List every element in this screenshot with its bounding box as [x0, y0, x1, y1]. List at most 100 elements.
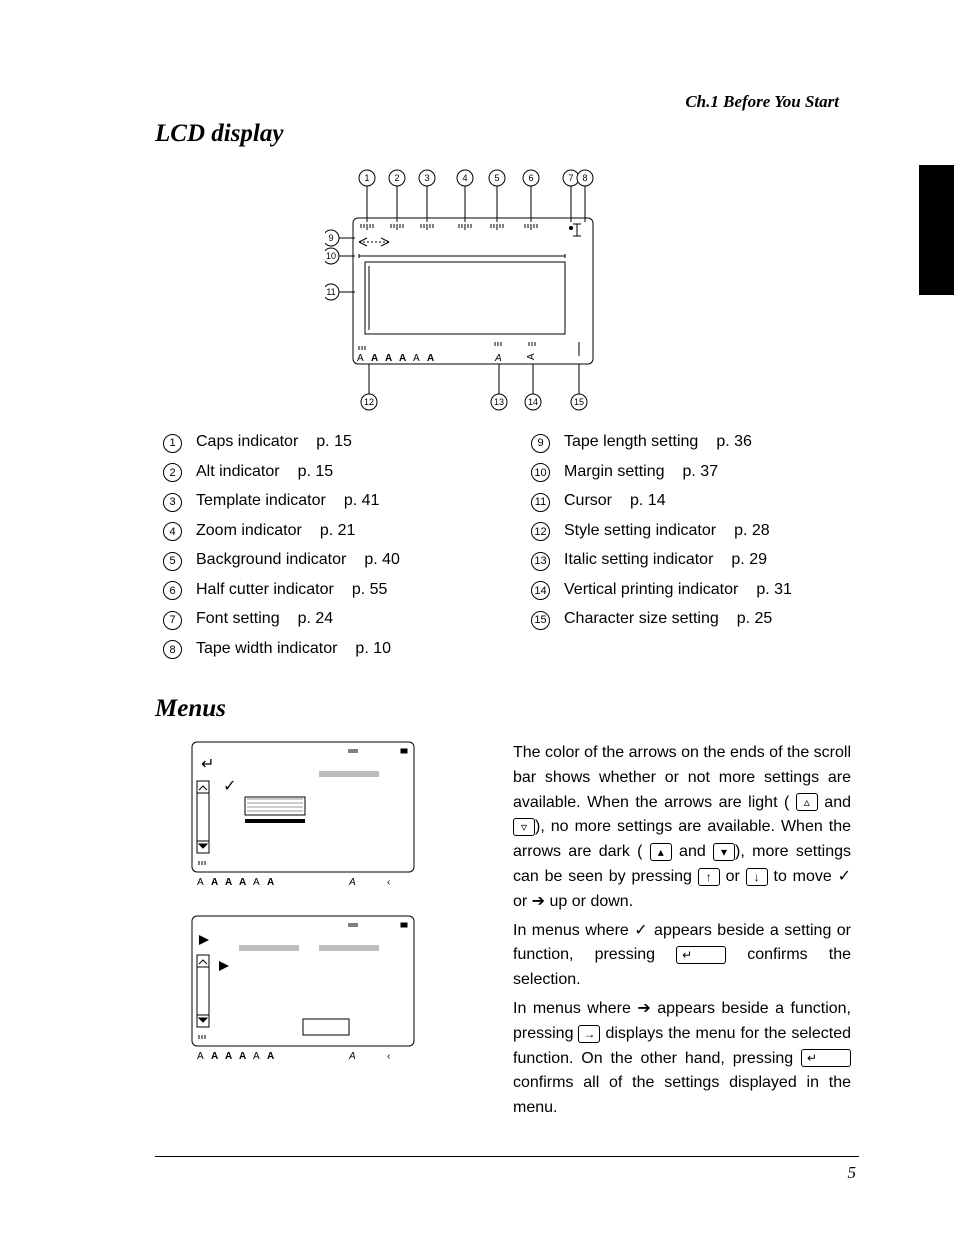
svg-text:A: A	[348, 877, 356, 888]
legend-text: Vertical printing indicatorp. 31	[564, 581, 792, 599]
key-down-icon: ↓	[746, 868, 768, 886]
svg-text:2: 2	[394, 173, 399, 183]
legend-label: Style setting indicator	[564, 522, 716, 540]
svg-text:A: A	[348, 1051, 356, 1062]
svg-text:15: 15	[574, 397, 584, 407]
text: confirms all of the settings displayed i…	[513, 1074, 851, 1116]
svg-text:A: A	[239, 1051, 246, 1062]
legend-text: Margin setting p. 37	[564, 463, 718, 481]
legend-label: Caps indicator	[196, 433, 298, 451]
menus-para-2: In menus where ✓ appears beside a settin…	[513, 919, 851, 993]
scroll-dark-down-icon: ▾	[713, 843, 735, 861]
legend-text: Italic setting indicatorp. 29	[564, 551, 767, 569]
callout-number-icon: 2	[163, 463, 182, 482]
scroll-light-down-icon: ▿	[513, 818, 535, 836]
svg-text:9: 9	[328, 233, 333, 243]
legend-text: Font setting p. 24	[196, 610, 333, 628]
legend-row: 5Background indicatorp. 40	[163, 551, 491, 571]
menus-screenshots: ↵ ✓ AA AA AA A ‹	[155, 741, 431, 1125]
legend-row: 10 Margin setting p. 37	[531, 463, 859, 483]
menu-lcd-check: ↵ ✓ AA AA AA A ‹	[191, 741, 415, 889]
legend-page-ref: p. 31	[756, 581, 792, 599]
svg-text:14: 14	[528, 397, 538, 407]
svg-text:↵: ↵	[201, 756, 214, 773]
callout-number-icon: 10	[531, 463, 550, 482]
legend-text: Background indicator p. 40	[196, 551, 400, 569]
legend-page-ref: p. 55	[352, 581, 388, 599]
svg-text:A: A	[267, 877, 274, 888]
legend-label: Background indicator	[196, 551, 346, 569]
key-enter-icon: ↵	[676, 946, 726, 964]
legend-row: 9 Tape length settingp. 36	[531, 433, 859, 453]
legend-text: Tape width indicatorp. 10	[196, 640, 391, 658]
page: Ch.1 Before You Start LCD display	[0, 0, 954, 1235]
menus-para-1: The color of the arrows on the ends of t…	[513, 741, 851, 915]
svg-text:A: A	[427, 353, 434, 364]
running-head: Ch.1 Before You Start	[685, 92, 839, 112]
footer-rule	[155, 1156, 859, 1157]
legend-label: Zoom indicator	[196, 522, 302, 540]
callout-number-icon: 13	[531, 552, 550, 571]
legend-row: 2 Alt indicator p. 15	[163, 463, 491, 483]
svg-text:A: A	[494, 353, 502, 364]
callout-number-icon: 7	[163, 611, 182, 630]
page-number: 5	[848, 1163, 857, 1183]
legend-label: Font setting	[196, 610, 280, 628]
svg-text:5: 5	[494, 173, 499, 183]
svg-text:A: A	[267, 1051, 274, 1062]
legend-row: 4Zoom indicatorp. 21	[163, 522, 491, 542]
legend-page-ref: p. 37	[683, 463, 719, 481]
legend-label: Tape width indicator	[196, 640, 337, 658]
callout-number-icon: 11	[531, 493, 550, 512]
svg-text:A: A	[399, 353, 406, 364]
legend-page-ref: p. 25	[737, 610, 773, 628]
callout-number-icon: 12	[531, 522, 550, 541]
svg-text:‹: ‹	[387, 1051, 390, 1062]
callout-number-icon: 6	[163, 581, 182, 600]
legend-page-ref: p. 36	[716, 433, 752, 451]
callout-number-icon: 9	[531, 434, 550, 453]
legend-label: Cursor	[564, 492, 612, 510]
svg-text:10: 10	[326, 251, 336, 261]
legend-label: Alt indicator	[196, 463, 280, 481]
key-up-icon: ↑	[698, 868, 720, 886]
key-enter-icon: ↵	[801, 1049, 851, 1067]
svg-text:‹: ‹	[387, 877, 390, 888]
legend-row: 15Character size settingp. 25	[531, 610, 859, 630]
thumb-tab	[919, 165, 954, 295]
scroll-light-up-icon: ▵	[796, 793, 818, 811]
callout-number-icon: 1	[163, 434, 182, 453]
svg-text:3: 3	[424, 173, 429, 183]
svg-text:7: 7	[568, 173, 573, 183]
svg-text:6: 6	[528, 173, 533, 183]
svg-text:A: A	[357, 353, 364, 364]
legend-row: 6 Half cutter indicator p. 55	[163, 581, 491, 601]
legend-text: Style setting indicator p. 28	[564, 522, 770, 540]
legend-page-ref: p. 28	[734, 522, 770, 540]
legend-text: Tape length settingp. 36	[564, 433, 752, 451]
menus-para-3: In menus where ➔ appears beside a functi…	[513, 997, 851, 1121]
svg-text:A: A	[197, 877, 204, 888]
lcd-diagram: A A A A A A A A 12345678 91011 12131415	[325, 166, 625, 411]
legend-text: Caps indicator p. 15	[196, 433, 352, 451]
callout-number-icon: 3	[163, 493, 182, 512]
svg-text:A: A	[225, 877, 232, 888]
callout-number-icon: 8	[163, 640, 182, 659]
legend-label: Half cutter indicator	[196, 581, 334, 599]
lcd-legend: 1Caps indicatorp. 152Alt indicatorp. 153…	[163, 433, 859, 669]
text: or	[726, 868, 746, 885]
legend-row: 11Cursorp. 14	[531, 492, 859, 512]
legend-left-col: 1Caps indicatorp. 152Alt indicatorp. 153…	[163, 433, 491, 669]
legend-page-ref: p. 15	[298, 463, 334, 481]
scroll-dark-up-icon: ▴	[650, 843, 672, 861]
callout-number-icon: 14	[531, 581, 550, 600]
svg-text:✓: ✓	[223, 778, 236, 795]
legend-page-ref: p. 15	[316, 433, 352, 451]
text: and	[824, 794, 851, 811]
legend-text: Template indicatorp. 41	[196, 492, 379, 510]
legend-label: Margin setting	[564, 463, 665, 481]
svg-text:A: A	[225, 1051, 232, 1062]
legend-page-ref: p. 24	[298, 610, 334, 628]
legend-page-ref: p. 40	[364, 551, 400, 569]
legend-text: Zoom indicatorp. 21	[196, 522, 355, 540]
